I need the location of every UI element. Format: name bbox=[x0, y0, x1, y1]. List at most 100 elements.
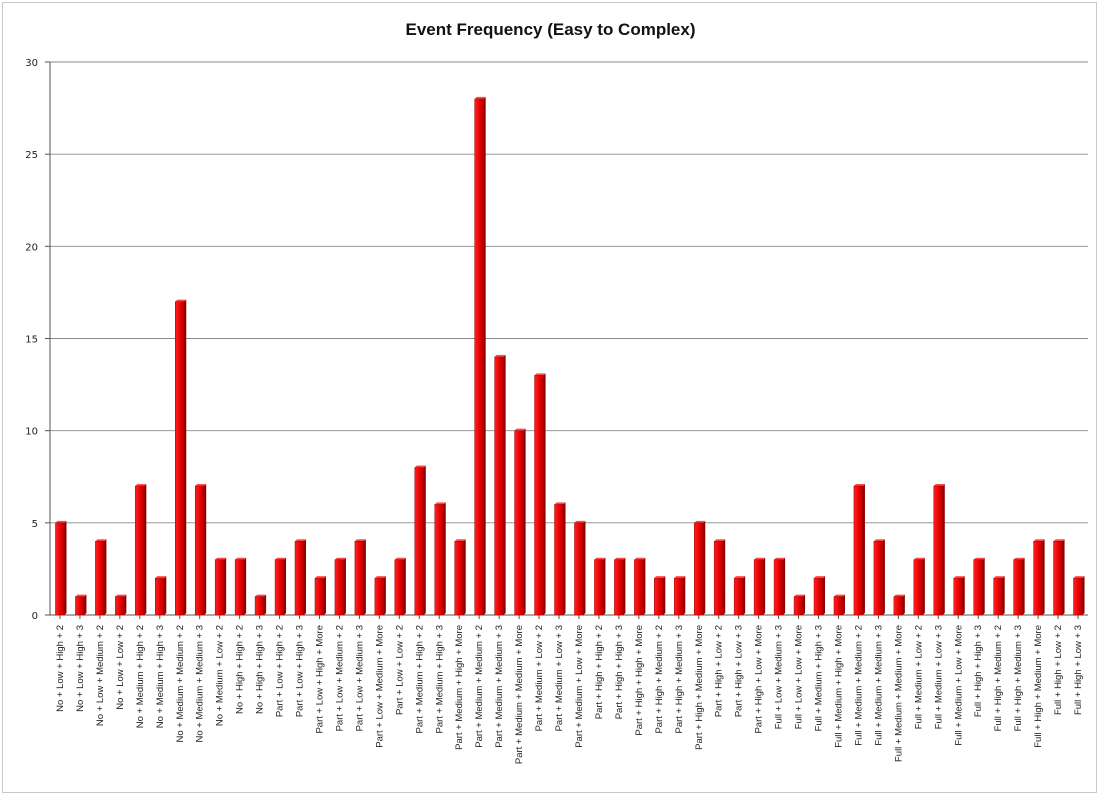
bar-top bbox=[714, 539, 726, 542]
bar-top bbox=[135, 483, 147, 486]
bar-top bbox=[314, 576, 326, 579]
x-tick-label: Full + Medium + High + More bbox=[833, 625, 844, 748]
bar-top bbox=[993, 576, 1005, 579]
bar-top bbox=[774, 557, 786, 560]
bar bbox=[55, 522, 65, 616]
bar-top bbox=[794, 594, 806, 597]
bar-side bbox=[962, 576, 965, 615]
bar-side bbox=[164, 576, 167, 615]
bar-top bbox=[674, 576, 686, 579]
bar-top bbox=[654, 576, 666, 579]
x-tick-labels: No + Low + High + 2 No + Low + High + 3 No… bbox=[55, 625, 1084, 764]
bar bbox=[574, 522, 584, 616]
x-tick-label: No + High + High + 3 bbox=[255, 625, 266, 714]
bar-top bbox=[893, 594, 905, 597]
x-tick-label: No + Medium + Medium + 2 bbox=[175, 625, 186, 742]
y-tick-label: 10 bbox=[25, 427, 38, 438]
bar-top bbox=[275, 557, 287, 560]
bar-side bbox=[783, 557, 786, 615]
bar bbox=[414, 467, 425, 616]
bar-top bbox=[474, 96, 486, 99]
bar bbox=[833, 596, 844, 616]
x-tick-label: Part + High + Medium + 3 bbox=[674, 625, 685, 734]
bar bbox=[694, 522, 704, 616]
x-tick-label: Part + High + High + 3 bbox=[614, 625, 625, 719]
bar-side bbox=[443, 502, 446, 615]
x-tick-label: Part + High + Low + More bbox=[754, 625, 765, 734]
x-tick-label: Part + Medium + Medium + 3 bbox=[494, 625, 505, 748]
bar-side bbox=[264, 594, 267, 615]
bar-side bbox=[304, 539, 307, 615]
x-tick-label: Full + Low + Low + More bbox=[794, 625, 805, 729]
bar-side bbox=[64, 520, 67, 615]
x-tick-label: Full + Medium + Medium + More bbox=[893, 625, 904, 762]
bar-side bbox=[902, 594, 905, 615]
bar-side bbox=[284, 557, 287, 615]
bar bbox=[554, 504, 564, 616]
bar bbox=[434, 504, 444, 616]
bar-top bbox=[734, 576, 746, 579]
bar-side bbox=[922, 557, 925, 615]
x-tick-label: No + Medium + Low + 2 bbox=[215, 625, 226, 726]
bar bbox=[634, 559, 644, 616]
bar-top bbox=[833, 594, 845, 597]
bar-top bbox=[754, 557, 766, 560]
x-tick-label: Part + Medium + High + 2 bbox=[414, 625, 425, 734]
bar bbox=[354, 541, 365, 616]
bar-side bbox=[244, 557, 247, 615]
x-tick-label: Full + Medium + Low + 3 bbox=[933, 625, 944, 729]
bar-top bbox=[614, 557, 626, 560]
bar-side bbox=[423, 465, 426, 615]
x-tick-label: Full + High + Low + 3 bbox=[1073, 625, 1084, 715]
bar bbox=[135, 485, 145, 616]
x-tick-label: Full + High + High + 3 bbox=[973, 625, 984, 717]
bar-side bbox=[723, 539, 726, 615]
bar bbox=[1053, 541, 1063, 616]
x-tick-label: Full + Medium + Medium + 2 bbox=[853, 625, 864, 746]
x-tick-label: Full + High + Medium + More bbox=[1033, 625, 1044, 748]
bar-side bbox=[323, 576, 326, 615]
bar-top bbox=[155, 576, 167, 579]
bar-side bbox=[523, 428, 526, 615]
bar-top bbox=[55, 520, 67, 523]
bar bbox=[514, 430, 524, 616]
x-tick-label: Part + Low + Medium + 2 bbox=[334, 625, 345, 731]
bar bbox=[594, 559, 604, 616]
x-tick-label: Full + High + Medium + 2 bbox=[993, 625, 1004, 731]
bar-side bbox=[383, 576, 386, 615]
x-tick-label: Part + Low + High + 3 bbox=[295, 625, 306, 717]
y-tick-label: 0 bbox=[32, 611, 38, 622]
x-tick-label: Part + Low + Medium + 3 bbox=[354, 625, 365, 731]
bar-side bbox=[703, 520, 706, 615]
bar-top bbox=[295, 539, 307, 542]
bar bbox=[294, 541, 305, 616]
bar bbox=[953, 577, 963, 616]
x-tick-label: Full + Medium + High + 3 bbox=[814, 625, 825, 731]
bar bbox=[214, 559, 225, 616]
bar-side bbox=[1082, 576, 1085, 615]
bar-side bbox=[683, 576, 686, 615]
bar-side bbox=[343, 557, 346, 615]
x-tick-label: Part + High + Low + 3 bbox=[734, 625, 745, 717]
bar-side bbox=[862, 483, 865, 615]
bar bbox=[494, 356, 504, 616]
bar-side bbox=[124, 594, 127, 615]
bar-top bbox=[255, 594, 267, 597]
bar-top bbox=[814, 576, 826, 579]
x-tick-label: Part + Medium + High + 3 bbox=[434, 625, 445, 734]
bar-top bbox=[534, 373, 546, 376]
bar-top bbox=[554, 502, 566, 505]
x-tick-label: Part + Medium + Medium + 2 bbox=[474, 625, 485, 748]
x-tick-label: Full + Medium + Low + More bbox=[953, 625, 964, 746]
bar bbox=[893, 596, 904, 616]
bar-top bbox=[694, 520, 706, 523]
x-tick-label: Part + Medium + Low + 2 bbox=[534, 625, 545, 731]
x-tick-label: Full + Medium + Low + 2 bbox=[913, 625, 924, 729]
bar bbox=[254, 596, 265, 616]
bar-side bbox=[1042, 539, 1045, 615]
x-tick-label: Part + Medium + Medium + More bbox=[514, 625, 525, 764]
y-tick-labels: 0 5 10 15 20 25 30 bbox=[25, 58, 38, 622]
bar bbox=[933, 485, 944, 616]
x-tick-label: No + Low + Medium + 2 bbox=[95, 625, 106, 726]
